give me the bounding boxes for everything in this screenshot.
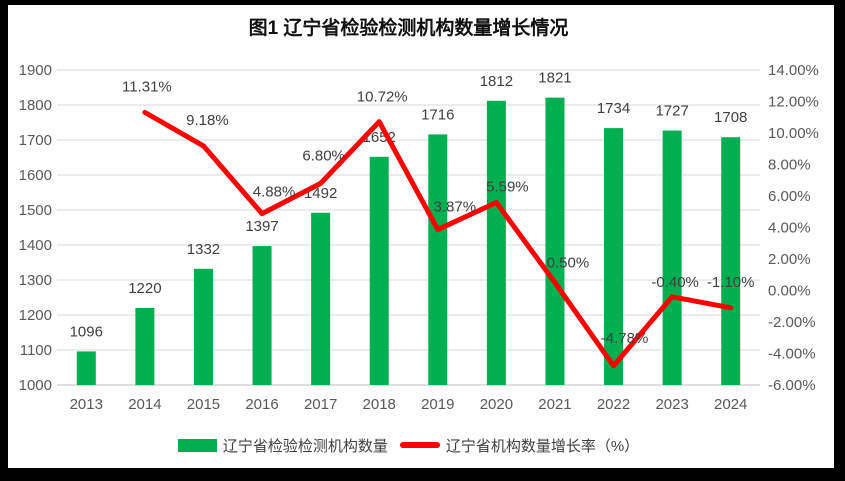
right-axis-tick-label: -6.00% [768,377,816,394]
bar [369,156,389,385]
right-axis-tick-label: 6.00% [768,188,811,205]
chart-area: 图1 辽宁省检验检测机构数量增长情况 1900 1800 1700 1600 1500 1… [8,5,834,468]
bar-value-label: 1716 [421,106,454,123]
bar [662,130,682,385]
growth-rate-label: -1.10% [707,274,755,291]
left-axis-tick-label: 1900 [19,62,52,79]
x-axis-label: 2019 [421,396,454,413]
x-axis-label: 2013 [70,396,103,413]
growth-rate-label: 5.59% [486,178,529,195]
growth-rate-label: 0.50% [547,255,590,272]
growth-rate-label: 6.80% [302,147,345,164]
x-axis-label: 2018 [363,396,396,413]
bar [604,128,624,385]
bar [428,134,448,385]
x-axis-label: 2023 [655,396,688,413]
chart-title: 图1 辽宁省检验检测机构数量增长情况 [248,18,569,39]
legend: 辽宁省检验检测机构数量 辽宁省机构数量增长率（%） [57,433,760,457]
growth-rate-label: 4.88% [253,184,296,201]
bar-value-label: 1220 [128,280,161,297]
right-axis-tick-label: 10.00% [768,125,819,142]
bar-value-label: 1397 [245,218,278,235]
growth-rate-label: 10.72% [357,89,408,106]
x-axis-label: 2022 [597,396,630,413]
bar [193,268,213,385]
left-axis-tick-label: 1700 [19,132,52,149]
growth-rate-line [142,109,734,369]
growth-rate-label: -0.40% [651,274,699,291]
bar-value-label: 1812 [480,73,513,90]
bar-value-label: 1332 [187,241,220,258]
x-axis-label: 2024 [714,396,747,413]
left-axis-tick-label: 1600 [19,167,52,184]
legend-label-line: 辽宁省机构数量增长率（%） [445,437,640,455]
legend-label-bars: 辽宁省检验检测机构数量 [222,437,388,455]
x-axis-label: 2021 [538,396,571,413]
bar [311,212,331,385]
bar [545,97,565,386]
bar [76,351,96,385]
chart-plot: 1900 1800 1700 1600 1500 1400 1300 1200 1100 1000… [19,62,819,413]
right-axis-tick-label: 4.00% [768,220,811,237]
right-axis-tick-label: 8.00% [768,157,811,174]
line-series-swatch [399,442,440,448]
growth-rate-label: -4.78% [601,330,649,347]
x-axis-label: 2017 [304,396,337,413]
x-axis-label: 2020 [480,396,513,413]
growth-rate-label: 11.31% [122,78,172,95]
right-axis-tick-label: 0.00% [768,283,811,300]
left-axis-tick-label: 1500 [19,202,52,219]
bar-value-label: 1727 [655,103,688,120]
growth-rate-label: 3.87% [434,199,477,216]
left-axis-tick-label: 1200 [19,307,52,324]
right-axis-tick-label: 14.00% [768,62,819,79]
growth-rate-label: 9.18% [186,112,229,129]
bar-value-label: 1708 [714,109,747,126]
right-axis-tick-label: -2.00% [768,314,816,331]
left-axis-tick-label: 1800 [19,97,52,114]
bar [252,246,272,385]
x-axis-label: 2015 [187,396,220,413]
right-axis-tick-label: 2.00% [768,251,811,268]
bar [135,308,155,385]
legend-item-bars: 辽宁省检验检测机构数量 [177,435,388,456]
x-axis-label: 2014 [128,396,161,413]
bar-series-swatch [177,438,217,452]
left-axis-tick-label: 1400 [19,237,52,254]
bar [486,100,506,386]
bar-value-label: 1096 [70,323,103,340]
bar [721,137,741,385]
left-axis-tick-label: 1300 [19,272,52,289]
legend-item-line: 辽宁省机构数量增长率（%） [392,435,639,456]
bar-value-label: 1821 [538,70,571,87]
right-axis-tick-label: -4.00% [768,346,816,363]
left-axis-tick-label: 1100 [20,342,52,359]
bar-value-label: 1734 [597,100,630,117]
left-axis-tick-label: 1000 [19,377,52,394]
x-axis-label: 2016 [245,396,278,413]
right-axis-tick-label: 12.00% [768,94,819,111]
